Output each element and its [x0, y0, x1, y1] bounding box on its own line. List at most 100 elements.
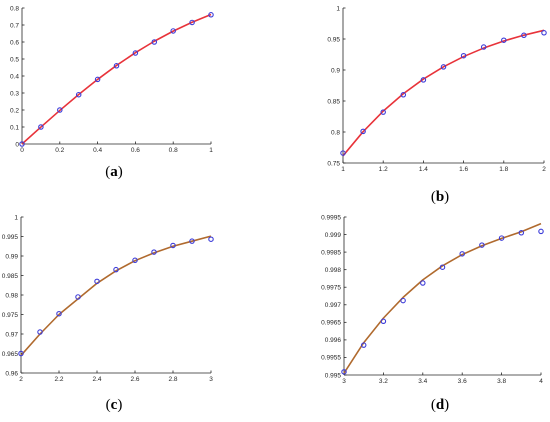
data-point-marker [501, 37, 507, 43]
x-tick-label: 0.8 [169, 147, 178, 154]
panel-caption: (d) [431, 397, 449, 413]
y-tick-label: 0.2 [10, 107, 19, 114]
data-point-marker [340, 150, 346, 156]
y-tick-label: 0.1 [10, 124, 19, 131]
x-tick-label: 2.2 [54, 376, 63, 383]
data-point-marker [459, 251, 465, 257]
series-curve [342, 29, 545, 157]
y-tick-label: 0.98 [5, 292, 18, 299]
data-point-marker [208, 12, 214, 18]
y-tick-label: 0.85 [327, 98, 340, 105]
x-tick-label: 3.8 [497, 378, 506, 385]
x-tick-label: 2.6 [130, 376, 139, 383]
x-tick-label: 2 [542, 166, 546, 173]
y-tick-label: 0.995 [2, 234, 19, 241]
data-point-marker [132, 257, 138, 264]
x-tick-label: 1.2 [379, 166, 388, 173]
data-point-marker [518, 230, 525, 236]
plot-area [21, 217, 211, 373]
x-tick-label: 3 [209, 376, 213, 383]
panel-caption: (a) [105, 164, 123, 180]
data-point-marker [56, 310, 62, 317]
data-point-marker [420, 280, 426, 286]
data-point-marker [440, 64, 447, 70]
x-tick-label: 1.4 [419, 166, 428, 173]
data-point-marker [38, 124, 44, 130]
chart-panel-4: 3 3.2 3.4 3.6 3.8 4 0.995 0.9955 0.996 0.9965 0.99… [321, 214, 544, 413]
x-tick-label: 2 [19, 376, 23, 383]
data-point-marker [94, 278, 100, 285]
y-tick-label: 0.95 [327, 36, 340, 43]
y-tick-label: 0.9975 [321, 285, 341, 292]
data-point-marker [439, 264, 446, 270]
data-point-marker [541, 30, 547, 36]
data-point-marker [360, 128, 366, 135]
y-tick-label: 0.995 [325, 372, 342, 379]
data-point-marker [132, 50, 139, 56]
y-tick-label: 0.9955 [321, 355, 341, 362]
x-tick-label: 3 [342, 378, 346, 385]
data-point-marker [170, 28, 176, 34]
chart-panel-1: 0 0.2 0.4 0.6 0.8 1 0 0.1 0.2 0.3 0.4 0.5 0.6 0.7 0.8 (… [10, 5, 214, 180]
x-tick-label: 3.2 [379, 378, 388, 385]
y-tick-label: 0.9995 [321, 214, 341, 221]
series-curve [20, 235, 212, 356]
data-point-marker [380, 109, 386, 115]
y-tick-label: 0.999 [325, 232, 342, 239]
data-point-marker [208, 236, 214, 242]
data-point-marker [113, 266, 119, 273]
x-tick-label: 0.2 [55, 147, 64, 154]
y-tick-label: 0.9985 [321, 249, 341, 256]
y-tick-label: 0.985 [2, 273, 19, 280]
data-point-marker [380, 318, 387, 325]
data-point-marker [341, 369, 347, 375]
y-tick-label: 0.8 [331, 129, 340, 136]
series-curve [343, 222, 542, 374]
y-tick-label: 0.8 [10, 5, 19, 12]
data-point-marker [420, 77, 427, 83]
x-tick-label: 0.4 [93, 147, 102, 154]
data-point-marker [18, 350, 24, 357]
x-tick-label: 2.8 [168, 376, 177, 383]
y-tick-label: 0.6 [10, 39, 19, 46]
y-tick-label: 0.4 [10, 73, 19, 80]
y-tick-label: 0.99 [5, 253, 18, 260]
y-tick-label: 0.9965 [321, 320, 341, 327]
y-tick-label: 0.96 [5, 370, 18, 377]
data-point-marker [94, 76, 101, 83]
x-tick-label: 2.4 [92, 376, 101, 383]
y-tick-label: 0.7 [10, 22, 19, 29]
data-point-marker [170, 242, 176, 249]
x-tick-label: 0.6 [131, 147, 140, 154]
data-point-marker [360, 342, 367, 348]
data-point-marker [400, 297, 406, 304]
x-tick-label: 3.6 [458, 378, 467, 385]
y-tick-label: 0.965 [2, 351, 19, 358]
y-tick-label: 0.9 [331, 67, 340, 74]
x-tick-label: 4 [539, 378, 543, 385]
x-tick-label: 1 [341, 166, 345, 173]
data-point-marker [521, 32, 527, 39]
series-curve [21, 13, 212, 145]
data-point-marker [189, 19, 195, 26]
data-point-marker [189, 238, 195, 244]
data-point-marker [37, 329, 43, 335]
y-tick-label: 1 [14, 214, 18, 221]
y-tick-label: 0.97 [5, 331, 18, 338]
chart-panel-2: 1 1.2 1.4 1.6 1.8 2 0.75 0.8 0.85 0.9 0.95 1 (b) [327, 5, 547, 205]
data-point-marker [151, 249, 157, 255]
y-tick-label: 0.975 [2, 312, 19, 319]
data-point-marker [460, 52, 467, 59]
x-tick-label: 3.4 [418, 378, 427, 385]
data-point-marker [75, 294, 81, 300]
y-tick-label: 0.5 [10, 56, 19, 63]
data-point-marker [19, 141, 25, 147]
plot-area [343, 8, 544, 163]
panel-caption: (c) [106, 397, 123, 413]
data-point-marker [113, 63, 120, 69]
data-point-marker [400, 92, 407, 98]
data-point-marker [151, 39, 158, 45]
y-tick-label: 0.998 [325, 267, 342, 274]
data-point-marker [57, 107, 63, 113]
